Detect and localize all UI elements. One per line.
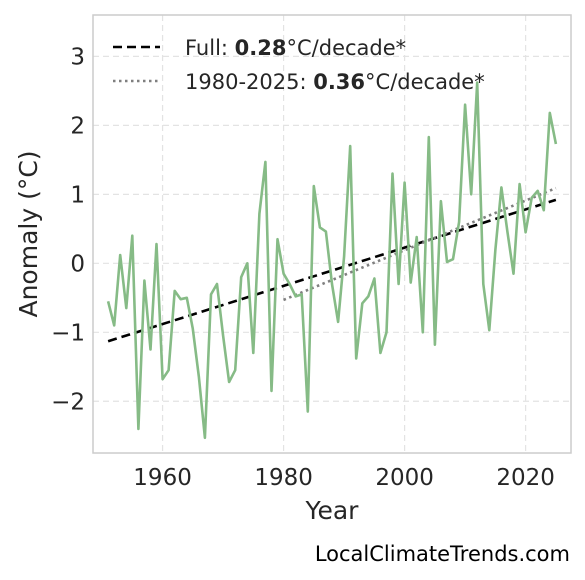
x-tick-label: 2000 (375, 465, 434, 491)
x-tick-label: 2020 (496, 465, 555, 491)
y-tick-label: 0 (70, 251, 85, 277)
x-tick-label: 1960 (133, 465, 192, 491)
x-axis-title: Year (305, 496, 360, 525)
credit-text: LocalClimateTrends.com (315, 542, 570, 566)
y-tick-label: 1 (70, 182, 85, 208)
legend-entry-recent: 1980-2025: 0.36°C/decade* (185, 70, 485, 94)
x-tick-label: 1980 (254, 465, 313, 491)
plot-frame (92, 14, 572, 454)
trend-lines (107, 186, 557, 343)
y-tick-label: 3 (70, 44, 85, 70)
y-tick-labels: −2 −1 0 1 2 3 (51, 44, 85, 415)
legend-entry-full: Full: 0.28°C/decade* (185, 36, 406, 60)
legend-recent-label: 1980-2025: (185, 70, 313, 94)
trend-line-recent (283, 186, 557, 302)
legend-recent-unit: °C/decade* (365, 70, 485, 94)
y-tick-label: 2 (70, 113, 85, 139)
y-axis-title: Anomaly (°C) (14, 150, 43, 317)
y-tick-label: −2 (51, 389, 85, 415)
y-tick-label: −1 (51, 320, 85, 346)
legend-full-rate: 0.28 (235, 36, 287, 60)
legend-recent-rate: 0.36 (313, 70, 365, 94)
trend-line-full (107, 198, 557, 343)
observed-series (106, 81, 558, 440)
legend-full-label: Full: (185, 36, 235, 60)
observed-anomaly-line (106, 81, 558, 440)
x-tick-labels: 1960 1980 2000 2020 (133, 465, 555, 491)
legend-full-unit: °C/decade* (287, 36, 407, 60)
legend: Full: 0.28°C/decade* 1980-2025: 0.36°C/d… (113, 36, 485, 94)
